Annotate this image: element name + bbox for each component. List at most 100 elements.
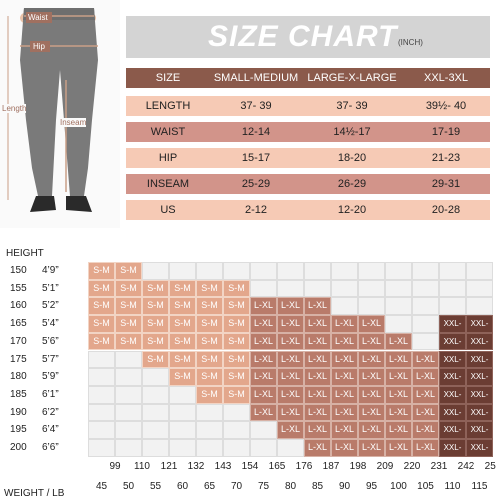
grid-cell: L-XL [331,421,358,439]
grid-cell [88,350,115,369]
grid-cell: L-XL [412,421,439,439]
grid-cell: XXL-3XL [439,439,466,468]
grid-cell [196,421,223,439]
grid-cell: L-XL [277,421,304,439]
grid-cell [250,439,277,457]
grid-cell: L-XL [412,368,439,386]
grid-cell: L-XL [385,403,412,422]
grid-cell [412,332,439,351]
grid-cell: L-XL [385,332,412,351]
grid-cell: S-M [169,297,196,316]
height-ft-label: 5’6” [42,335,59,347]
grid-cell [88,439,115,457]
grid-cell: L-XL [277,385,304,404]
grid-cell: S-M [142,332,169,351]
grid-cell: S-M [196,350,223,369]
grid-cell: XXL-3XL [466,421,493,450]
row-value: 14½-17 [333,126,371,138]
grid-cell: L-XL [277,332,304,351]
grid-cell: XXL-3XL [466,315,493,344]
height-ft-label: 5’2” [42,300,59,312]
row-value: 15-17 [241,152,271,164]
grid-cell: S-M [196,315,223,333]
weight-kg-label: 115 [471,480,488,492]
grid-cell [439,297,466,316]
height-cm-label: 165 [10,318,27,330]
height-cm-label: 150 [10,265,27,276]
size-row-us: US 2-12 12-20 20-28 [126,200,490,220]
grid-cell [466,297,493,316]
height-cm-label: 175 [10,353,27,365]
row-value: 25-29 [241,178,271,190]
grid-cell: S-M [223,332,250,351]
grid-cell: L-XL [304,368,331,386]
weight-lb-label: 231 [430,460,448,472]
weight-lb-label: 165 [268,460,286,472]
grid-cell: L-XL [412,350,439,369]
row-value: 37- 39 [240,100,272,112]
grid-cell [412,315,439,333]
grid-cell [466,262,493,280]
grid-cell: L-XL [358,421,385,439]
weight-kg-label: 60 [176,480,189,492]
grid-cell: L-XL [250,315,277,333]
height-ft-label: 4’9” [42,265,59,276]
height-ft-label: 6’2” [42,406,59,418]
weight-kg-label: 100 [390,480,407,492]
grid-cell [331,279,358,298]
grid-cell [412,279,439,298]
grid-cell: L-XL [331,315,358,333]
grid-cell [250,279,277,298]
grid-cell: S-M [88,315,115,333]
height-cm-label: 185 [10,388,27,400]
grid-cell [385,279,412,298]
grid-cell: S-M [115,315,142,333]
row-label: US [160,204,176,216]
height-cm-label: 195 [10,424,27,436]
grid-cell: L-XL [304,315,331,333]
grid-cell: S-M [142,297,169,316]
grid-cell [385,262,412,280]
grid-cell [304,262,331,280]
grid-cell: S-M [169,332,196,351]
grid-cell [169,421,196,439]
height-ft-label: 5’7” [42,353,59,365]
grid-cell: L-XL [250,403,277,422]
grid-cell: L-XL [331,403,358,422]
grid-cell: S-M [196,332,223,351]
header-small-medium: SMALL-MEDIUM [213,72,299,84]
grid-cell [142,368,169,386]
grid-cell: L-XL [385,350,412,369]
grid-cell: L-XL [412,403,439,422]
grid-cell [115,368,142,386]
grid-cell [385,297,412,316]
weight-kg-label: 45 [95,480,108,492]
grid-cell: S-M [142,350,169,369]
grid-cell [358,279,385,298]
grid-cell: L-XL [250,350,277,369]
weight-lb-label: 242 [457,460,475,472]
grid-cell: L-XL [385,368,412,386]
grid-cell: S-M [196,385,223,404]
grid-cell: L-XL [385,385,412,404]
grid-cell [196,403,223,422]
weight-kg-label: 70 [230,480,243,492]
grid-cell: XXL-3XL [439,315,466,344]
grid-cell: S-M [88,262,115,280]
height-ft-label: 6’1” [42,388,59,400]
row-value: 12-14 [241,126,271,138]
inseam-label: Inseam [60,118,87,127]
grid-cell [358,297,385,316]
grid-cell: XXL-3XL [439,332,466,362]
weight-lb-label: 99 [109,460,121,472]
grid-cell [115,403,142,422]
weight-kg-label: 50 [122,480,135,492]
weight-kg-label: 55 [149,480,162,492]
grid-cell: L-XL [304,385,331,404]
grid-cell [439,279,466,298]
grid-cell [169,403,196,422]
header-size: SIZE [155,72,181,84]
grid-cell: S-M [88,279,115,298]
height-cm-label: 200 [10,442,27,453]
grid-cell [466,279,493,298]
